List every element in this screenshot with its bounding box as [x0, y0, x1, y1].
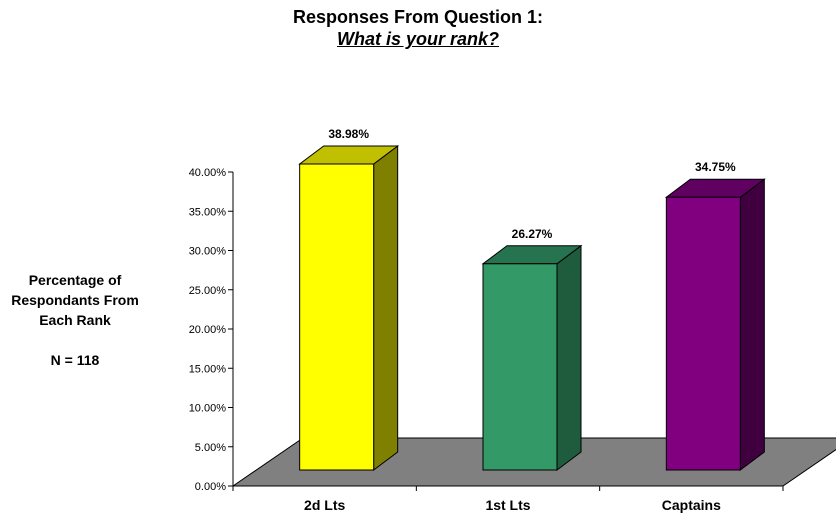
y-tick-label: 35.00%: [189, 206, 227, 218]
bar: [665, 196, 741, 471]
x-tick-label: 2d Lts: [304, 497, 345, 513]
bar-side-face: [556, 244, 582, 471]
y-tick-label: 15.00%: [189, 363, 227, 375]
data-label: 38.98%: [328, 127, 369, 141]
y-tick-label: 20.00%: [189, 324, 227, 336]
bar: [482, 263, 558, 471]
sample-size-note: N = 118: [50, 352, 100, 368]
bar-side-face: [373, 145, 399, 471]
data-label: 34.75%: [695, 160, 736, 174]
y-tick-label: 25.00%: [189, 285, 227, 297]
subtitle-line: What is your rank?: [336, 29, 500, 49]
x-tick-label: 1st Lts: [485, 497, 530, 513]
y-axis-title: Percentage of Respondants From Each Rank: [11, 272, 139, 328]
data-label: 26.27%: [512, 227, 553, 241]
bar-side-face: [739, 178, 765, 471]
y-tick-label: 30.00%: [189, 246, 227, 258]
title-line: Responses From Question 1:: [292, 7, 544, 27]
y-tick-label: 0.00%: [195, 481, 226, 493]
y-tick-label: 40.00%: [189, 167, 227, 179]
y-axis-label: Percentage of Respondants From Each Rank…: [0, 270, 150, 370]
chart-title: Responses From Question 1: What is your …: [0, 6, 836, 50]
x-tick-label: Captains: [662, 497, 721, 513]
bar: [299, 163, 375, 471]
y-tick-label: 10.00%: [189, 403, 227, 415]
y-tick-label: 5.00%: [195, 442, 226, 454]
